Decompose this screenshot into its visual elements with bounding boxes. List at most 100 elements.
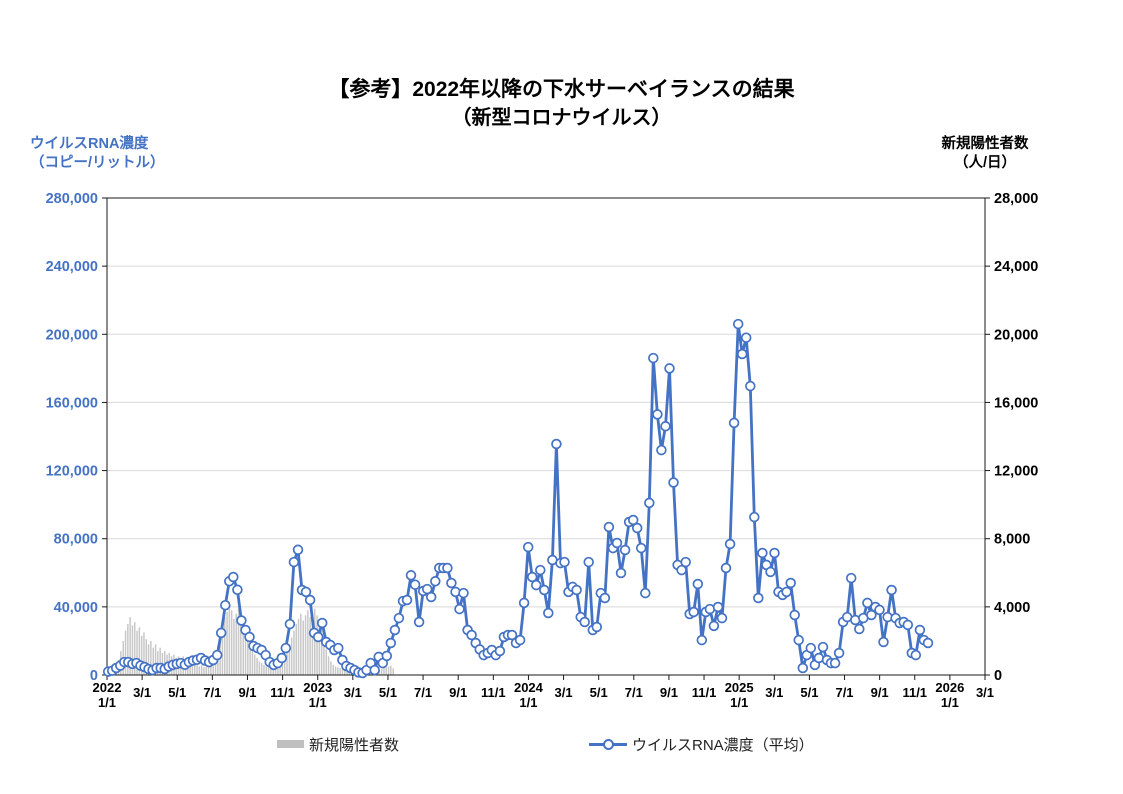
y-right-tick-label: 4,000	[994, 600, 1030, 616]
cases-bar	[256, 658, 258, 675]
chart-title-block: 【参考】2022年以降の下水サーベイランスの結果 （新型コロナウイルス）	[0, 76, 1123, 132]
rna-marker	[526, 571, 538, 583]
cases-bar	[143, 632, 145, 675]
cases-bar	[337, 667, 339, 675]
legend-item-cases: 新規陽性者数	[277, 731, 399, 757]
cases-bar	[295, 623, 297, 675]
rna-marker	[648, 352, 659, 364]
rna-marker	[211, 649, 223, 661]
rna-marker	[680, 556, 691, 568]
cases-bar	[254, 654, 256, 675]
cases-bar	[318, 620, 321, 675]
cases-bar	[327, 656, 330, 675]
chart-subtitle: （新型コロナウイルス）	[451, 107, 672, 129]
rna-marker	[716, 612, 728, 624]
rna-marker	[732, 318, 744, 330]
cases-bar	[124, 630, 127, 675]
x-tick-year-label: 2022	[93, 680, 122, 695]
rna-marker	[559, 556, 570, 568]
cases-bar	[293, 630, 295, 675]
cases-bar	[150, 640, 152, 675]
x-tick-label: 9/1	[449, 685, 467, 700]
y-right-tick-label: 12,000	[994, 464, 1038, 480]
cases-bar	[339, 668, 341, 675]
cases-bar	[194, 664, 196, 675]
rna-marker	[805, 642, 817, 654]
cases-bar	[200, 664, 203, 675]
rna-marker	[862, 597, 873, 609]
cases-bar	[263, 664, 265, 675]
rna-marker	[874, 604, 885, 616]
cases-bar	[304, 615, 307, 675]
cases-bar	[258, 661, 261, 675]
cases-bar	[309, 617, 311, 675]
cases-bar	[154, 644, 157, 675]
x-tick-label: 11/1	[692, 685, 717, 700]
x-tick-label: 9/1	[660, 685, 678, 700]
cases-bar	[274, 664, 277, 675]
rna-marker	[599, 592, 611, 604]
plot-border	[106, 197, 986, 676]
cases-bar	[267, 667, 270, 675]
cases-bar	[272, 665, 274, 675]
cases-bar	[311, 612, 314, 675]
x-tick-label: 3/1	[133, 685, 151, 700]
rna-marker	[793, 634, 804, 646]
y-left-tick-label: 40,000	[54, 600, 98, 616]
rna-marker	[668, 477, 679, 488]
cases-bar	[307, 610, 309, 675]
cases-bar	[221, 625, 224, 675]
rna-marker	[579, 616, 590, 628]
rna-marker	[389, 624, 401, 636]
cases-bar	[260, 663, 263, 675]
rna-marker	[292, 544, 304, 556]
x-tick-label: 5/1	[800, 685, 818, 700]
rna-marker	[749, 511, 760, 523]
rna-marker	[660, 421, 671, 432]
rna-marker	[785, 577, 796, 589]
cases-bar	[230, 610, 233, 675]
cases-bar	[203, 667, 205, 675]
rna-marker	[631, 522, 643, 534]
rna-marker	[300, 586, 312, 598]
cases-bar	[140, 635, 143, 675]
cases-bar-swatch-icon	[277, 740, 304, 748]
cases-bar	[240, 617, 242, 675]
cases-bar	[297, 618, 300, 675]
cases-bar	[344, 669, 346, 675]
rna-marker	[466, 629, 477, 641]
x-tick-label: 1/1	[519, 695, 537, 710]
rna-marker	[333, 642, 344, 654]
rna-marker	[635, 542, 647, 554]
rna-marker	[442, 562, 453, 574]
cases-bar	[136, 630, 138, 675]
cases-bar	[320, 630, 323, 675]
cases-bar	[277, 663, 279, 675]
cases-bar	[378, 670, 381, 675]
rna-marker	[244, 631, 255, 643]
rna-marker	[228, 571, 239, 583]
cases-bar	[198, 666, 201, 675]
x-tick-year-label: 2025	[725, 680, 754, 695]
legend-item-rna: ウイルスRNA濃度（平均）	[589, 731, 814, 757]
rna-marker	[845, 572, 857, 584]
cases-bar	[138, 627, 141, 675]
rna-marker	[514, 634, 526, 646]
rna-marker	[797, 662, 809, 674]
cases-bar	[189, 663, 191, 675]
cases-bar	[385, 667, 387, 675]
x-tick-label: 3/1	[976, 685, 994, 700]
rna-marker	[401, 594, 413, 606]
rna-marker	[446, 577, 457, 589]
rna-marker	[543, 607, 554, 619]
rna-marker	[854, 623, 865, 635]
cases-bar	[288, 644, 291, 675]
rna-marker	[454, 603, 465, 615]
x-tick-label: 7/1	[835, 685, 853, 700]
rna-marker	[571, 584, 582, 596]
rna-marker	[676, 564, 687, 576]
rna-marker	[817, 641, 829, 653]
rna-marker	[829, 657, 841, 669]
